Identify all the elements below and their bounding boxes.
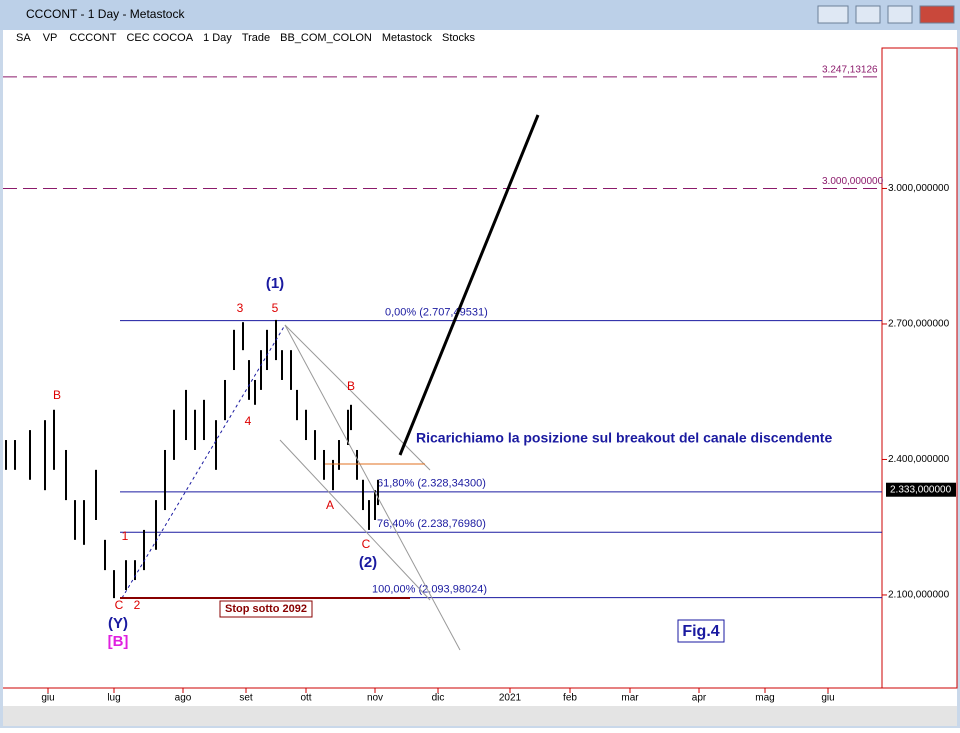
wave-label: A: [326, 498, 334, 512]
price-axis: [881, 47, 958, 689]
fib-label: 76,40% (2.238,76980): [377, 518, 486, 530]
wave-label: 4: [245, 414, 252, 428]
target-label: 3.000,000000: [822, 176, 884, 187]
x-tick-label: ago: [175, 693, 192, 704]
comment: Ricarichiamo la posizione sul breakout d…: [416, 430, 832, 446]
last-price-label: 2.333,000000: [890, 484, 952, 495]
last-price-box: [886, 482, 956, 497]
fig-label: Fig.4: [682, 623, 719, 640]
trend-line: [121, 324, 286, 599]
y-tick-label: 2.400,000000: [888, 454, 950, 465]
wave-label: 1: [122, 529, 129, 543]
restore-button[interactable]: [817, 5, 849, 24]
x-tick-label: set: [239, 693, 253, 704]
toolbar-item: VP: [43, 32, 58, 44]
window-title: CCCONT - 1 Day - Metastock: [26, 7, 185, 21]
x-tick-label: apr: [692, 693, 707, 704]
x-tick-label: mag: [755, 693, 774, 704]
close-button[interactable]: [919, 5, 955, 24]
toolbar-item: BB_COM_COLON: [280, 32, 372, 44]
x-tick-label: mar: [621, 693, 639, 704]
x-tick-label: nov: [367, 693, 383, 704]
y-tick-label: 2.700,000000: [888, 319, 950, 330]
y-tick-label: 3.000,000000: [888, 183, 950, 194]
toolbar-item: 1 Day: [203, 32, 232, 44]
wave-label: 5: [272, 301, 279, 315]
wave-label: (1): [266, 275, 284, 292]
toolbar-item: Metastock: [382, 32, 433, 44]
fib-label: 0,00% (2.707,49531): [385, 306, 488, 318]
fig-box: [677, 619, 725, 643]
channel-line: [284, 324, 431, 471]
toolbar-item: SA: [16, 32, 31, 44]
maximize-button[interactable]: [887, 5, 913, 24]
scrollbar[interactable]: [3, 706, 957, 726]
wave-label: C: [115, 598, 124, 612]
y-tick-label: 2.100,000000: [888, 590, 950, 601]
x-tick-label: giu: [821, 693, 834, 704]
chart-pane: [3, 30, 957, 726]
x-tick-label: dic: [432, 693, 445, 704]
x-tick-label: 2021: [499, 693, 522, 704]
channel-line: [279, 439, 431, 601]
wave-label: (Y): [108, 615, 128, 632]
stop-box: [219, 600, 313, 618]
x-tick-label: ott: [300, 693, 311, 704]
toolbar-item: CEC COCOA: [126, 32, 193, 44]
wave-label: 3: [237, 301, 244, 315]
wave-label: B: [347, 379, 355, 393]
x-tick-label: lug: [107, 693, 120, 704]
target-label: 3.247,13126: [822, 64, 878, 75]
wave-label: C: [362, 537, 371, 551]
title-bar: [0, 0, 960, 30]
x-tick-label: feb: [563, 693, 577, 704]
fib-label: 61,80% (2.328,34300): [377, 478, 486, 490]
minimize-button[interactable]: [855, 5, 881, 24]
toolbar-item: CCCONT: [69, 32, 116, 44]
toolbar-item: Trade: [242, 32, 270, 44]
fib-label: 100,00% (2.093,98024): [372, 584, 487, 596]
wave-label: B: [53, 388, 61, 402]
wave-label: (2): [359, 554, 377, 571]
toolbar-item: Stocks: [442, 32, 476, 44]
x-tick-label: giu: [41, 693, 54, 704]
channel-line: [284, 324, 461, 651]
projection-line: [398, 114, 540, 456]
stop-label: Stop sotto 2092: [225, 603, 307, 615]
wave-label: [B]: [108, 633, 129, 650]
wave-label: 2: [134, 598, 141, 612]
